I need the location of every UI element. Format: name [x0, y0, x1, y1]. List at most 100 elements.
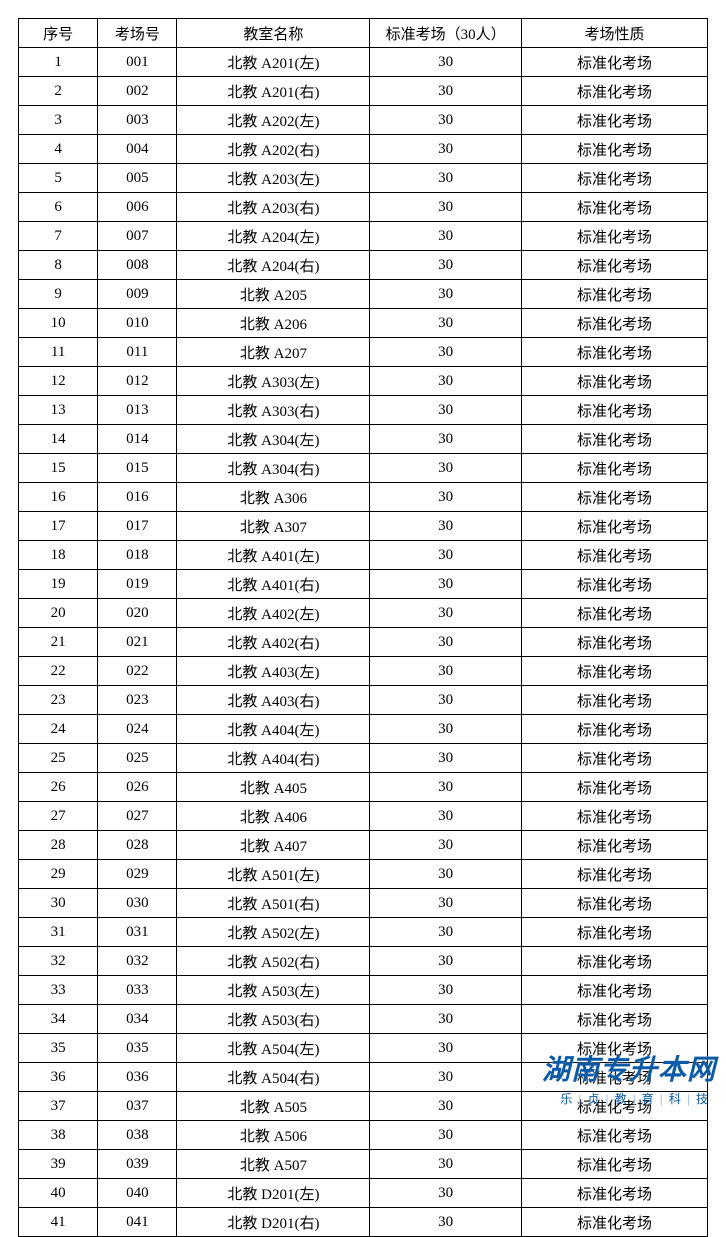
table-cell: 40	[19, 1179, 98, 1208]
table-cell: 015	[98, 454, 177, 483]
table-cell: 30	[19, 889, 98, 918]
table-cell: 20	[19, 599, 98, 628]
table-cell: 041	[98, 1208, 177, 1237]
table-row: 10010北教 A20630标准化考场	[19, 309, 708, 338]
table-cell: 北教 A403(右)	[177, 686, 370, 715]
table-cell: 标准化考场	[521, 367, 707, 396]
table-cell: 标准化考场	[521, 860, 707, 889]
table-cell: 北教 A204(右)	[177, 251, 370, 280]
table-cell: 010	[98, 309, 177, 338]
table-cell: 北教 A401(右)	[177, 570, 370, 599]
table-cell: 北教 A304(右)	[177, 454, 370, 483]
table-cell: 017	[98, 512, 177, 541]
table-cell: 7	[19, 222, 98, 251]
table-cell: 30	[370, 686, 522, 715]
table-cell: 标准化考场	[521, 802, 707, 831]
table-cell: 30	[370, 1063, 522, 1092]
table-cell: 标准化考场	[521, 570, 707, 599]
table-cell: 北教 A503(左)	[177, 976, 370, 1005]
table-cell: 30	[370, 48, 522, 77]
table-cell: 标准化考场	[521, 541, 707, 570]
table-cell: 024	[98, 715, 177, 744]
table-cell: 025	[98, 744, 177, 773]
table-cell: 34	[19, 1005, 98, 1034]
table-row: 35035北教 A504(左)30标准化考场	[19, 1034, 708, 1063]
table-cell: 039	[98, 1150, 177, 1179]
table-cell: 008	[98, 251, 177, 280]
table-cell: 30	[370, 599, 522, 628]
table-cell: 032	[98, 947, 177, 976]
table-cell: 北教 A501(左)	[177, 860, 370, 889]
table-cell: 30	[370, 512, 522, 541]
table-cell: 标准化考场	[521, 599, 707, 628]
table-cell: 29	[19, 860, 98, 889]
table-row: 3003北教 A202(左)30标准化考场	[19, 106, 708, 135]
table-cell: 19	[19, 570, 98, 599]
table-cell: 040	[98, 1179, 177, 1208]
table-cell: 北教 A307	[177, 512, 370, 541]
table-cell: 标准化考场	[521, 947, 707, 976]
table-cell: 北教 A501(右)	[177, 889, 370, 918]
table-cell: 标准化考场	[521, 396, 707, 425]
table-cell: 北教 A303(左)	[177, 367, 370, 396]
table-cell: 标准化考场	[521, 976, 707, 1005]
table-cell: 北教 A203(左)	[177, 164, 370, 193]
table-cell: 27	[19, 802, 98, 831]
table-cell: 标准化考场	[521, 1005, 707, 1034]
table-row: 21021北教 A402(右)30标准化考场	[19, 628, 708, 657]
table-cell: 037	[98, 1092, 177, 1121]
table-row: 37037北教 A50530标准化考场	[19, 1092, 708, 1121]
table-cell: 30	[370, 715, 522, 744]
table-cell: 10	[19, 309, 98, 338]
table-cell: 30	[370, 396, 522, 425]
table-cell: 标准化考场	[521, 135, 707, 164]
table-row: 40040北教 D201(左)30标准化考场	[19, 1179, 708, 1208]
table-row: 20020北教 A402(左)30标准化考场	[19, 599, 708, 628]
col-header-classroom: 教室名称	[177, 19, 370, 48]
table-cell: 北教 A504(左)	[177, 1034, 370, 1063]
table-cell: 038	[98, 1121, 177, 1150]
table-cell: 北教 A202(左)	[177, 106, 370, 135]
table-cell: 标准化考场	[521, 1179, 707, 1208]
table-cell: 标准化考场	[521, 164, 707, 193]
table-cell: 30	[370, 773, 522, 802]
table-cell: 030	[98, 889, 177, 918]
table-cell: 23	[19, 686, 98, 715]
table-cell: 标准化考场	[521, 483, 707, 512]
table-cell: 标准化考场	[521, 512, 707, 541]
table-cell: 30	[370, 222, 522, 251]
table-cell: 13	[19, 396, 98, 425]
table-cell: 013	[98, 396, 177, 425]
table-cell: 北教 A402(左)	[177, 599, 370, 628]
table-row: 33033北教 A503(左)30标准化考场	[19, 976, 708, 1005]
table-cell: 30	[370, 1179, 522, 1208]
table-cell: 30	[370, 657, 522, 686]
table-cell: 36	[19, 1063, 98, 1092]
table-cell: 30	[370, 106, 522, 135]
table-cell: 004	[98, 135, 177, 164]
table-cell: 北教 A206	[177, 309, 370, 338]
table-row: 9009北教 A20530标准化考场	[19, 280, 708, 309]
table-cell: 标准化考场	[521, 744, 707, 773]
table-cell: 北教 A304(左)	[177, 425, 370, 454]
table-cell: 标准化考场	[521, 1063, 707, 1092]
table-cell: 019	[98, 570, 177, 599]
table-body: 1001北教 A201(左)30标准化考场2002北教 A201(右)30标准化…	[19, 48, 708, 1237]
table-cell: 30	[370, 164, 522, 193]
table-cell: 北教 A505	[177, 1092, 370, 1121]
table-row: 4004北教 A202(右)30标准化考场	[19, 135, 708, 164]
table-cell: 30	[370, 947, 522, 976]
table-cell: 标准化考场	[521, 222, 707, 251]
table-row: 17017北教 A30730标准化考场	[19, 512, 708, 541]
table-cell: 标准化考场	[521, 77, 707, 106]
table-cell: 北教 A203(右)	[177, 193, 370, 222]
table-cell: 022	[98, 657, 177, 686]
table-cell: 035	[98, 1034, 177, 1063]
table-row: 39039北教 A50730标准化考场	[19, 1150, 708, 1179]
table-row: 13013北教 A303(右)30标准化考场	[19, 396, 708, 425]
table-cell: 标准化考场	[521, 48, 707, 77]
table-cell: 30	[370, 425, 522, 454]
table-row: 41041北教 D201(右)30标准化考场	[19, 1208, 708, 1237]
table-row: 30030北教 A501(右)30标准化考场	[19, 889, 708, 918]
table-cell: 41	[19, 1208, 98, 1237]
